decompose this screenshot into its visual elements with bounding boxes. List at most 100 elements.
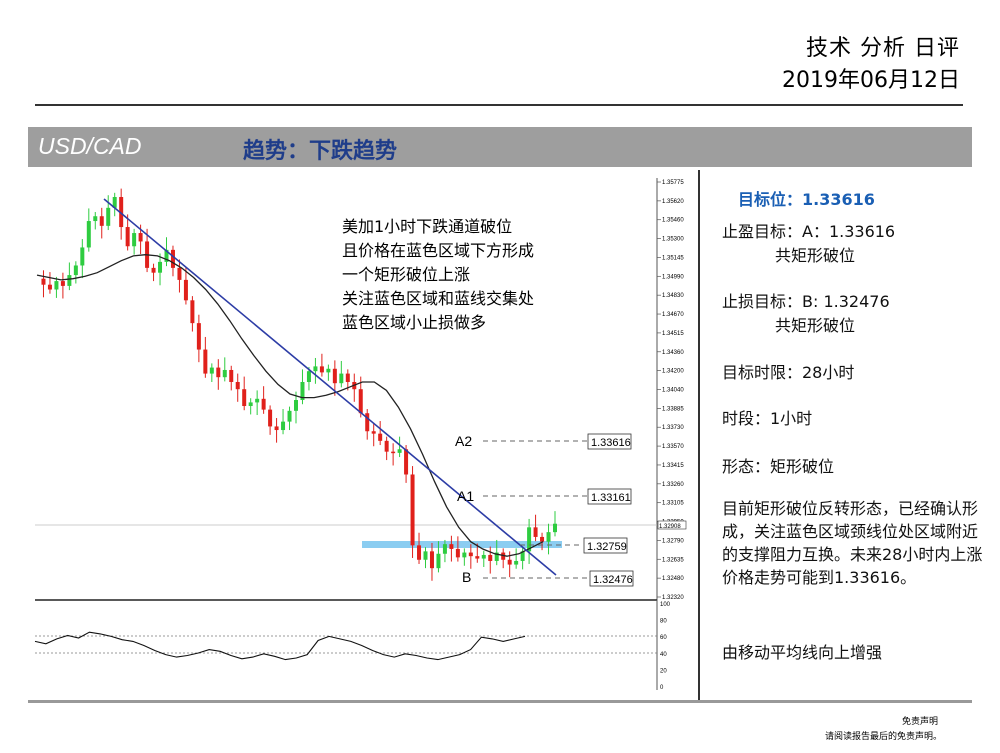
candle-body — [41, 278, 46, 285]
candle-body — [365, 413, 370, 432]
candle-body — [378, 433, 383, 441]
candle-body — [183, 279, 188, 301]
candle-body — [455, 548, 460, 558]
candle-body — [533, 527, 538, 537]
candle-body — [306, 371, 311, 382]
support-zone — [362, 541, 562, 548]
candle-body — [449, 544, 454, 549]
candle-body — [106, 207, 111, 226]
candle-body — [235, 381, 240, 390]
candle-body — [358, 389, 363, 414]
candle-body — [319, 366, 324, 373]
candle-body — [86, 221, 91, 248]
candle-body — [138, 233, 143, 242]
b-price-box — [589, 570, 634, 587]
panel-divider — [698, 170, 700, 700]
osc-tick-label: 20 — [660, 668, 667, 674]
price-tick-label: 1.33260 — [662, 482, 684, 488]
annotation-line-1: 美加1小时下跌通道破位 — [342, 217, 512, 236]
candle-body — [132, 233, 137, 247]
target-timeframe: 目标时限：28小时 — [722, 363, 855, 382]
candle-body — [417, 545, 422, 560]
analysis-text: 目前矩形破位反转形态，已经确认形成，关注蓝色区域颈线位处区域附近的支撑阻力互换。… — [722, 499, 983, 587]
candle-body — [99, 216, 104, 226]
candle-body — [158, 261, 163, 273]
a2-price: 1.33616 — [591, 437, 631, 449]
candle-body — [177, 267, 182, 280]
candle-body — [462, 552, 467, 558]
candle-body — [248, 402, 253, 407]
take-profit-line: 止盈目标：A：1.33616 — [722, 222, 896, 241]
header-divider — [35, 104, 963, 106]
price-tick-label: 1.34515 — [662, 331, 684, 337]
candle-body — [527, 527, 532, 552]
current-price-text: 1.32908 — [659, 524, 681, 530]
candle-body — [371, 431, 376, 434]
candle-body — [170, 249, 175, 268]
a1-label: A1 — [457, 488, 474, 504]
moving-average-line — [36, 254, 544, 557]
price-tick-label: 1.33415 — [662, 463, 684, 469]
osc-tick-label: 60 — [660, 635, 667, 641]
candle-body — [190, 300, 195, 324]
annotation-line-4: 关注蓝色区域和蓝线交集处 — [342, 289, 534, 308]
candle-body — [468, 552, 473, 557]
osc-tick-label: 80 — [660, 619, 667, 625]
candle-body — [274, 426, 279, 431]
price-tick-label: 1.34670 — [662, 312, 684, 318]
a2-price-box — [587, 433, 632, 450]
footer-divider — [28, 700, 972, 703]
price-tick-label: 1.34830 — [662, 293, 684, 299]
a1-price: 1.33161 — [591, 492, 631, 504]
current-price-tag — [657, 520, 687, 530]
candle-body — [339, 373, 344, 384]
annotation-line-3: 一个矩形破位上涨 — [342, 265, 470, 284]
candle-body — [475, 556, 480, 559]
price-tick-label: 1.32480 — [662, 576, 684, 582]
price-tick-label: 1.32635 — [662, 557, 684, 563]
candle-body — [397, 449, 402, 453]
candle-body — [481, 554, 486, 559]
candle-body — [332, 368, 337, 384]
title-banner: USD/CAD 趋势：下跌趋势 — [28, 127, 972, 167]
stop-loss-line: 止损目标：B: 1.32476 — [722, 292, 890, 311]
candle-body — [203, 349, 208, 374]
b-label: B — [462, 569, 471, 585]
candle-body — [300, 381, 305, 401]
candle-body — [404, 449, 409, 475]
candle-body — [125, 227, 130, 247]
osc-tick-label: 100 — [660, 602, 671, 608]
candle-body — [73, 265, 78, 276]
candle-body — [261, 398, 266, 410]
price-chart: A2 A1 B 1.33616 1.33161 1.32759 1.32476 … — [34, 178, 687, 691]
candle-body — [93, 216, 98, 222]
ma-note: 由移动平均线向上增强 — [722, 643, 883, 662]
candle-body — [196, 323, 201, 350]
disclaimer-title: 免责声明 — [901, 717, 938, 727]
candle-body — [540, 536, 545, 542]
candle-body — [546, 532, 551, 542]
price-tick-label: 1.33885 — [662, 406, 684, 412]
take-profit-note: 共矩形破位 — [775, 246, 856, 265]
price-tick-label: 1.34990 — [662, 274, 684, 280]
candle-body — [268, 409, 273, 427]
annotation-line-2: 且价格在蓝色区域下方形成 — [342, 241, 534, 260]
stop-loss-note: 共矩形破位 — [775, 316, 856, 335]
candle-body — [442, 544, 447, 554]
candle-body — [67, 275, 72, 286]
candle-body — [229, 369, 234, 382]
candle-body — [281, 421, 286, 431]
price-tick-label: 1.32320 — [662, 595, 684, 601]
mid-price-box — [583, 537, 628, 554]
candle-body — [164, 249, 169, 262]
candle-body — [313, 366, 318, 372]
osc-tick-label: 40 — [660, 652, 667, 658]
candle-body — [112, 197, 117, 208]
report-date: 2019年06月12日 — [782, 68, 960, 93]
candle-body — [47, 284, 52, 290]
price-tick-label: 1.34040 — [662, 388, 684, 394]
price-tick-label: 1.35300 — [662, 237, 684, 243]
candle-body — [520, 551, 525, 561]
report-title: 技术 分析 日评 — [806, 36, 960, 61]
candles-group — [41, 188, 557, 581]
